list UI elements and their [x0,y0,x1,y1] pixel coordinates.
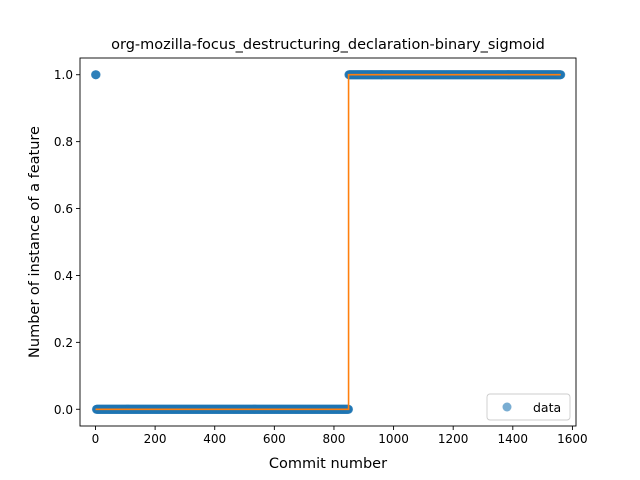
y-tick-label: 0.2 [54,336,73,350]
x-tick-label: 1400 [498,432,529,446]
x-axis-label: Commit number [269,456,387,472]
x-axis: 0 200 400 600 800 1000 1200 1400 1600 [92,426,588,446]
x-tick-label: 800 [323,432,346,446]
series-layer [91,70,566,414]
y-tick-label: 0.4 [54,269,73,283]
x-tick-label: 600 [263,432,286,446]
y-axis: 0.0 0.2 0.4 0.6 0.8 1.0 [54,68,80,417]
x-tick-label: 1000 [378,432,409,446]
data-point [91,70,101,80]
x-tick-label: 1600 [557,432,588,446]
chart-title: org-mozilla-focus_destructuring_declarat… [111,37,545,53]
legend-box [486,393,571,421]
y-tick-label: 0.8 [54,135,73,149]
x-tick-label: 0 [92,432,100,446]
y-tick-label: 0.6 [54,202,73,216]
y-tick-label: 1.0 [54,68,73,82]
x-tick-label: 200 [144,432,167,446]
x-tick-label: 1200 [438,432,469,446]
legend: data [486,393,571,421]
step-line [95,73,561,411]
legend-label-data: data [533,400,561,415]
x-tick-label: 400 [203,432,226,446]
y-tick-label: 0.0 [54,403,73,417]
y-axis-label: Number of instance of a feature [27,126,43,358]
plot-area [79,57,577,427]
plot-frame [79,57,577,427]
legend-marker [502,402,512,412]
